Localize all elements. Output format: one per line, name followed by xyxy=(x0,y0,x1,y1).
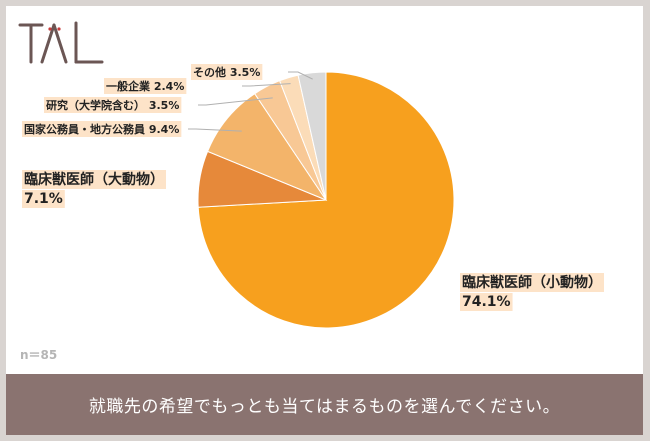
value-large-animal-bg xyxy=(22,190,65,208)
value-large-animal: 7.1% xyxy=(24,191,63,207)
pie-slice-5 xyxy=(297,71,327,201)
label-small-animal-bg xyxy=(460,273,604,292)
label-other: その他 3.5% xyxy=(193,65,260,79)
question-banner: 就職先の希望でもっとも当てはまるものを選んでください。 xyxy=(6,374,643,435)
label-research-bg xyxy=(44,97,182,113)
leader-public xyxy=(188,128,242,132)
sample-size: n＝85 xyxy=(20,348,58,362)
leader-other xyxy=(288,71,313,80)
value-small-animal: 74.1% xyxy=(462,294,511,310)
question-text: 就職先の希望でもっとも当てはまるものを選んでください。 xyxy=(88,397,561,417)
leader-company xyxy=(242,83,291,87)
label-small-animal: 臨床獣医師（小動物） xyxy=(462,274,602,291)
label-large-animal: 臨床獣医師（大動物） xyxy=(24,171,164,188)
pie-slice-2 xyxy=(206,92,328,202)
pie-chart: 臨床獣医師（小動物） 74.1% 臨床獣医師（大動物） 7.1% 国家公務員・地方公務員… xyxy=(22,64,604,329)
label-company-bg xyxy=(104,78,187,94)
tal-logo xyxy=(18,21,104,64)
chart-card: 臨床獣医師（小動物） 74.1% 臨床獣医師（大動物） 7.1% 国家公務員・地方公務員… xyxy=(6,6,643,435)
leader-research xyxy=(198,97,273,106)
label-research: 研究（大学院含む） 3.5% xyxy=(46,98,179,112)
label-public-bg xyxy=(22,121,182,137)
value-small-animal-bg xyxy=(460,293,513,311)
label-company: 一般企業 2.4% xyxy=(106,79,184,93)
label-other-bg xyxy=(191,64,263,80)
label-large-animal-bg xyxy=(22,170,166,189)
label-public: 国家公務員・地方公務員 9.4% xyxy=(24,122,179,136)
